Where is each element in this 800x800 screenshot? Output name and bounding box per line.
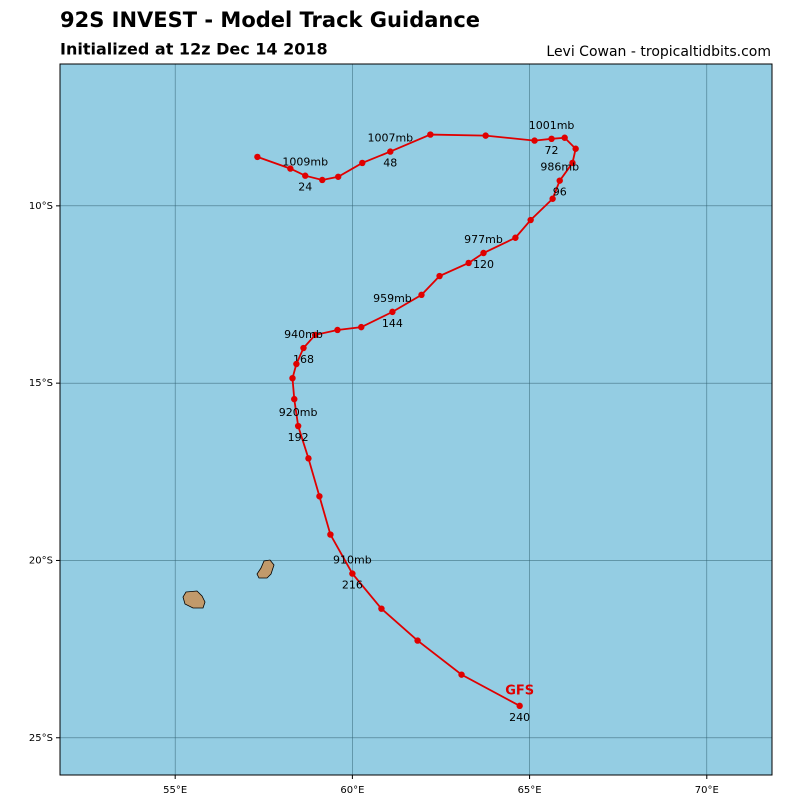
track-point — [569, 159, 576, 167]
track-point — [349, 570, 356, 577]
track-point — [327, 531, 334, 538]
y-tick-label: 10°S — [29, 201, 53, 212]
track-point — [556, 177, 563, 184]
hour-label: 96 — [553, 186, 567, 199]
island-reunion — [182, 590, 206, 609]
ocean — [60, 64, 772, 775]
track-point — [548, 135, 555, 143]
track: 1009mb 24 1007mb 48 1001mb 72 986mb 96 977mb 120 9… — [254, 119, 579, 724]
hour-label: 24 — [298, 181, 312, 194]
y-tick-label: 25°S — [29, 733, 53, 744]
track-point — [516, 702, 523, 710]
x-tick-label: 60°E — [340, 785, 364, 796]
model-name: GFS — [505, 683, 534, 698]
track-point — [316, 493, 323, 500]
pressure-label: 1001mb — [529, 119, 575, 132]
track-point — [531, 137, 538, 144]
pressure-label: 910mb — [333, 554, 372, 567]
track-point — [389, 308, 396, 316]
track-point — [414, 637, 421, 644]
track-point — [293, 360, 300, 368]
track-point — [561, 134, 568, 141]
track-point — [387, 148, 394, 155]
x-tick-label: 65°E — [518, 785, 542, 796]
track-point — [254, 153, 261, 161]
y-tick-label: 15°S — [29, 378, 53, 389]
chart-subtitle: Initialized at 12z Dec 14 2018 — [60, 40, 328, 59]
track-point — [359, 159, 366, 167]
chart-title: 92S INVEST - Model Track Guidance — [60, 8, 480, 32]
island-mauritius — [256, 559, 275, 579]
track-point — [305, 455, 312, 462]
hour-label: 240 — [509, 711, 530, 724]
track-point — [527, 216, 534, 224]
hour-label: 144 — [382, 317, 403, 330]
pressure-label: 986mb — [540, 161, 579, 174]
hour-label: 216 — [342, 579, 363, 592]
pressure-label: 940mb — [284, 328, 323, 341]
pressure-label: 977mb — [464, 233, 503, 246]
track-point — [378, 605, 385, 612]
pressure-label: 920mb — [279, 406, 318, 419]
hour-label: 120 — [473, 258, 494, 271]
track-point — [319, 176, 326, 184]
track-point — [302, 172, 309, 179]
track-point — [465, 259, 472, 267]
track-point — [436, 272, 443, 280]
track-point — [311, 331, 319, 339]
track-point — [482, 132, 489, 139]
track-point — [289, 374, 296, 382]
plot-frame — [59, 63, 773, 776]
track-point — [480, 249, 487, 257]
track-point — [458, 671, 465, 678]
track-point — [300, 344, 307, 352]
track-point — [335, 173, 342, 180]
pressure-label: 1007mb — [367, 132, 413, 145]
track-point — [291, 395, 298, 403]
track-point — [549, 195, 556, 202]
track-point — [418, 291, 425, 299]
grid — [60, 64, 772, 775]
track-point — [287, 165, 294, 172]
hour-label: 48 — [383, 157, 397, 170]
track-point — [427, 131, 434, 138]
credit: Levi Cowan - tropicaltidbits.com — [546, 44, 771, 60]
track-point — [334, 326, 341, 334]
track-point — [572, 145, 579, 152]
hour-label: 72 — [545, 144, 559, 157]
hour-label: 192 — [288, 431, 309, 444]
track-point — [358, 323, 365, 331]
pressure-label: 959mb — [373, 292, 412, 305]
track-point — [294, 422, 302, 430]
x-tick-label: 70°E — [695, 785, 719, 796]
y-tick-label: 20°S — [29, 555, 53, 566]
pressure-label: 1009mb — [282, 156, 328, 169]
x-tick-label: 55°E — [163, 785, 187, 796]
track-point — [512, 234, 519, 241]
